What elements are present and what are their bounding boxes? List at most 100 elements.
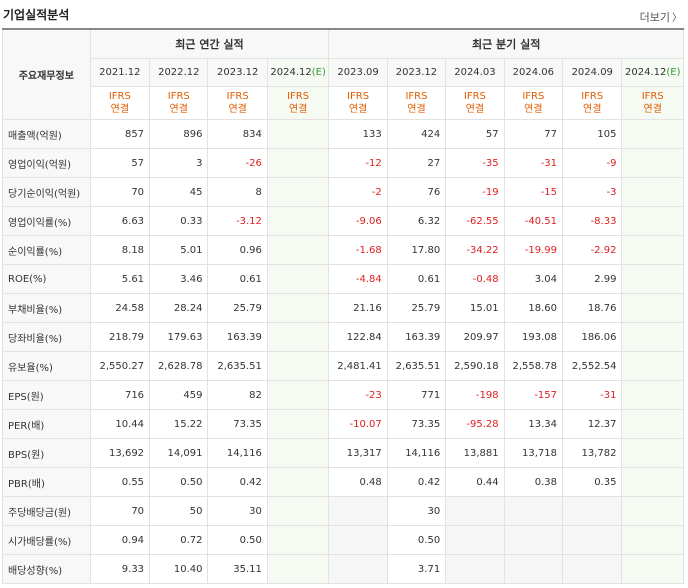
period-header: 2023.12 xyxy=(386,58,447,87)
table-row: PER(배) 10.44 15.22 73.35 -10.07 73.35 -95.28 13… xyxy=(2,409,684,439)
table-cell xyxy=(562,554,623,584)
section-title: 기업실적분석 xyxy=(3,8,70,22)
table-cell: -31 xyxy=(503,148,564,178)
table-cell: -2.92 xyxy=(562,235,623,265)
table-cell: 2,635.51 xyxy=(207,351,268,381)
table-cell: 179.63 xyxy=(149,322,209,352)
table-cell xyxy=(266,467,330,497)
table-cell: -9 xyxy=(562,148,623,178)
table-cell: 2,481.41 xyxy=(328,351,388,381)
table-cell xyxy=(328,525,388,555)
table-cell: 186.06 xyxy=(562,322,623,352)
ifrs-header: IFRS 연결 xyxy=(149,86,209,120)
table-cell xyxy=(621,438,684,468)
table-cell: 14,116 xyxy=(386,438,447,468)
table-cell: 8 xyxy=(207,177,268,207)
table-cell: -19 xyxy=(445,177,505,207)
table-cell: 30 xyxy=(386,496,447,526)
table-row: 매출액(억원) 857 896 834 133 424 57 77 105 xyxy=(2,119,684,149)
table-cell xyxy=(503,554,564,584)
table-cell: 163.39 xyxy=(207,322,268,352)
table-cell xyxy=(621,525,684,555)
table-cell xyxy=(562,525,623,555)
table-cell: 13,692 xyxy=(89,438,151,468)
table-cell xyxy=(328,496,388,526)
table-cell: 0.55 xyxy=(89,467,151,497)
table-cell: 0.94 xyxy=(89,525,151,555)
table-cell: 0.48 xyxy=(328,467,388,497)
table-cell: 193.08 xyxy=(503,322,564,352)
table-cell: -35 xyxy=(445,148,505,178)
table-cell xyxy=(621,148,684,178)
table-cell: 2.99 xyxy=(562,264,623,294)
table-cell: 424 xyxy=(386,119,447,149)
table-cell: 73.35 xyxy=(386,409,447,439)
period-header: 2024.09 xyxy=(562,58,623,87)
quarter-group-header: 최근 분기 실적 xyxy=(328,28,684,59)
table-cell: 57 xyxy=(89,148,151,178)
table-cell: 6.32 xyxy=(386,206,447,236)
table-cell xyxy=(266,235,330,265)
table-cell: 73.35 xyxy=(207,409,268,439)
table-cell: 8.18 xyxy=(89,235,151,265)
table-cell: 70 xyxy=(89,496,151,526)
table-cell: -26 xyxy=(207,148,268,178)
table-cell: 2,552.54 xyxy=(562,351,623,381)
row-label: 유보율(%) xyxy=(2,351,91,381)
row-label: EPS(원) xyxy=(2,380,91,410)
table-cell xyxy=(266,206,330,236)
table-cell: 18.60 xyxy=(503,293,564,323)
table-cell: 218.79 xyxy=(89,322,151,352)
table-cell: 0.96 xyxy=(207,235,268,265)
table-cell: 15.01 xyxy=(445,293,505,323)
table-cell: -3 xyxy=(562,177,623,207)
table-cell xyxy=(266,554,330,584)
table-cell xyxy=(266,496,330,526)
table-cell: 3.71 xyxy=(386,554,447,584)
table-cell xyxy=(266,525,330,555)
ifrs-header: IFRS 연결 xyxy=(207,86,268,120)
row-label: ROE(%) xyxy=(2,264,91,294)
table-cell: 459 xyxy=(149,380,209,410)
table-cell: 716 xyxy=(89,380,151,410)
row-label: 순이익률(%) xyxy=(2,235,91,265)
table-cell: 45 xyxy=(149,177,209,207)
table-cell: 0.38 xyxy=(503,467,564,497)
table-cell: 14,116 xyxy=(207,438,268,468)
more-link[interactable]: 더보기 〉 xyxy=(640,9,682,25)
table-cell: 0.42 xyxy=(386,467,447,497)
table-cell xyxy=(445,525,505,555)
table-cell: -95.28 xyxy=(445,409,505,439)
ifrs-header: IFRS 연결 xyxy=(621,86,684,120)
table-row: BPS(원) 13,692 14,091 14,116 13,317 14,116 13,8… xyxy=(2,438,684,468)
row-label: 시가배당률(%) xyxy=(2,525,91,555)
table-cell: 28.24 xyxy=(149,293,209,323)
table-cell: -3.12 xyxy=(207,206,268,236)
period-header: 2022.12 xyxy=(149,58,209,87)
table-cell: -19.99 xyxy=(503,235,564,265)
chevron-right-icon: 〉 xyxy=(672,13,682,24)
table-cell xyxy=(445,496,505,526)
table-cell xyxy=(621,496,684,526)
table-cell xyxy=(621,467,684,497)
table-row: 순이익률(%) 8.18 5.01 0.96 -1.68 17.80 -34.22 -19.9… xyxy=(2,235,684,265)
table-cell: 57 xyxy=(445,119,505,149)
table-cell xyxy=(621,554,684,584)
table-cell: -15 xyxy=(503,177,564,207)
table-row: 영업이익률(%) 6.63 0.33 -3.12 -9.06 6.32 -62.55 -40.… xyxy=(2,206,684,236)
table-cell: 2,550.27 xyxy=(89,351,151,381)
table-cell xyxy=(621,409,684,439)
table-cell: -12 xyxy=(328,148,388,178)
row-label: 주당배당금(원) xyxy=(2,496,91,526)
table-row: 당기순이익(억원) 70 45 8 -2 76 -19 -15 -3 xyxy=(2,177,684,207)
table-cell xyxy=(503,525,564,555)
table-cell: 0.35 xyxy=(562,467,623,497)
table-row: 당좌비율(%) 218.79 179.63 163.39 122.84 163.39 209… xyxy=(2,322,684,352)
table-cell: 857 xyxy=(89,119,151,149)
table-cell: 9.33 xyxy=(89,554,151,584)
ifrs-header: IFRS 연결 xyxy=(328,86,388,120)
table-cell xyxy=(266,351,330,381)
table-cell: 25.79 xyxy=(207,293,268,323)
table-cell: 0.33 xyxy=(149,206,209,236)
table-cell xyxy=(266,380,330,410)
